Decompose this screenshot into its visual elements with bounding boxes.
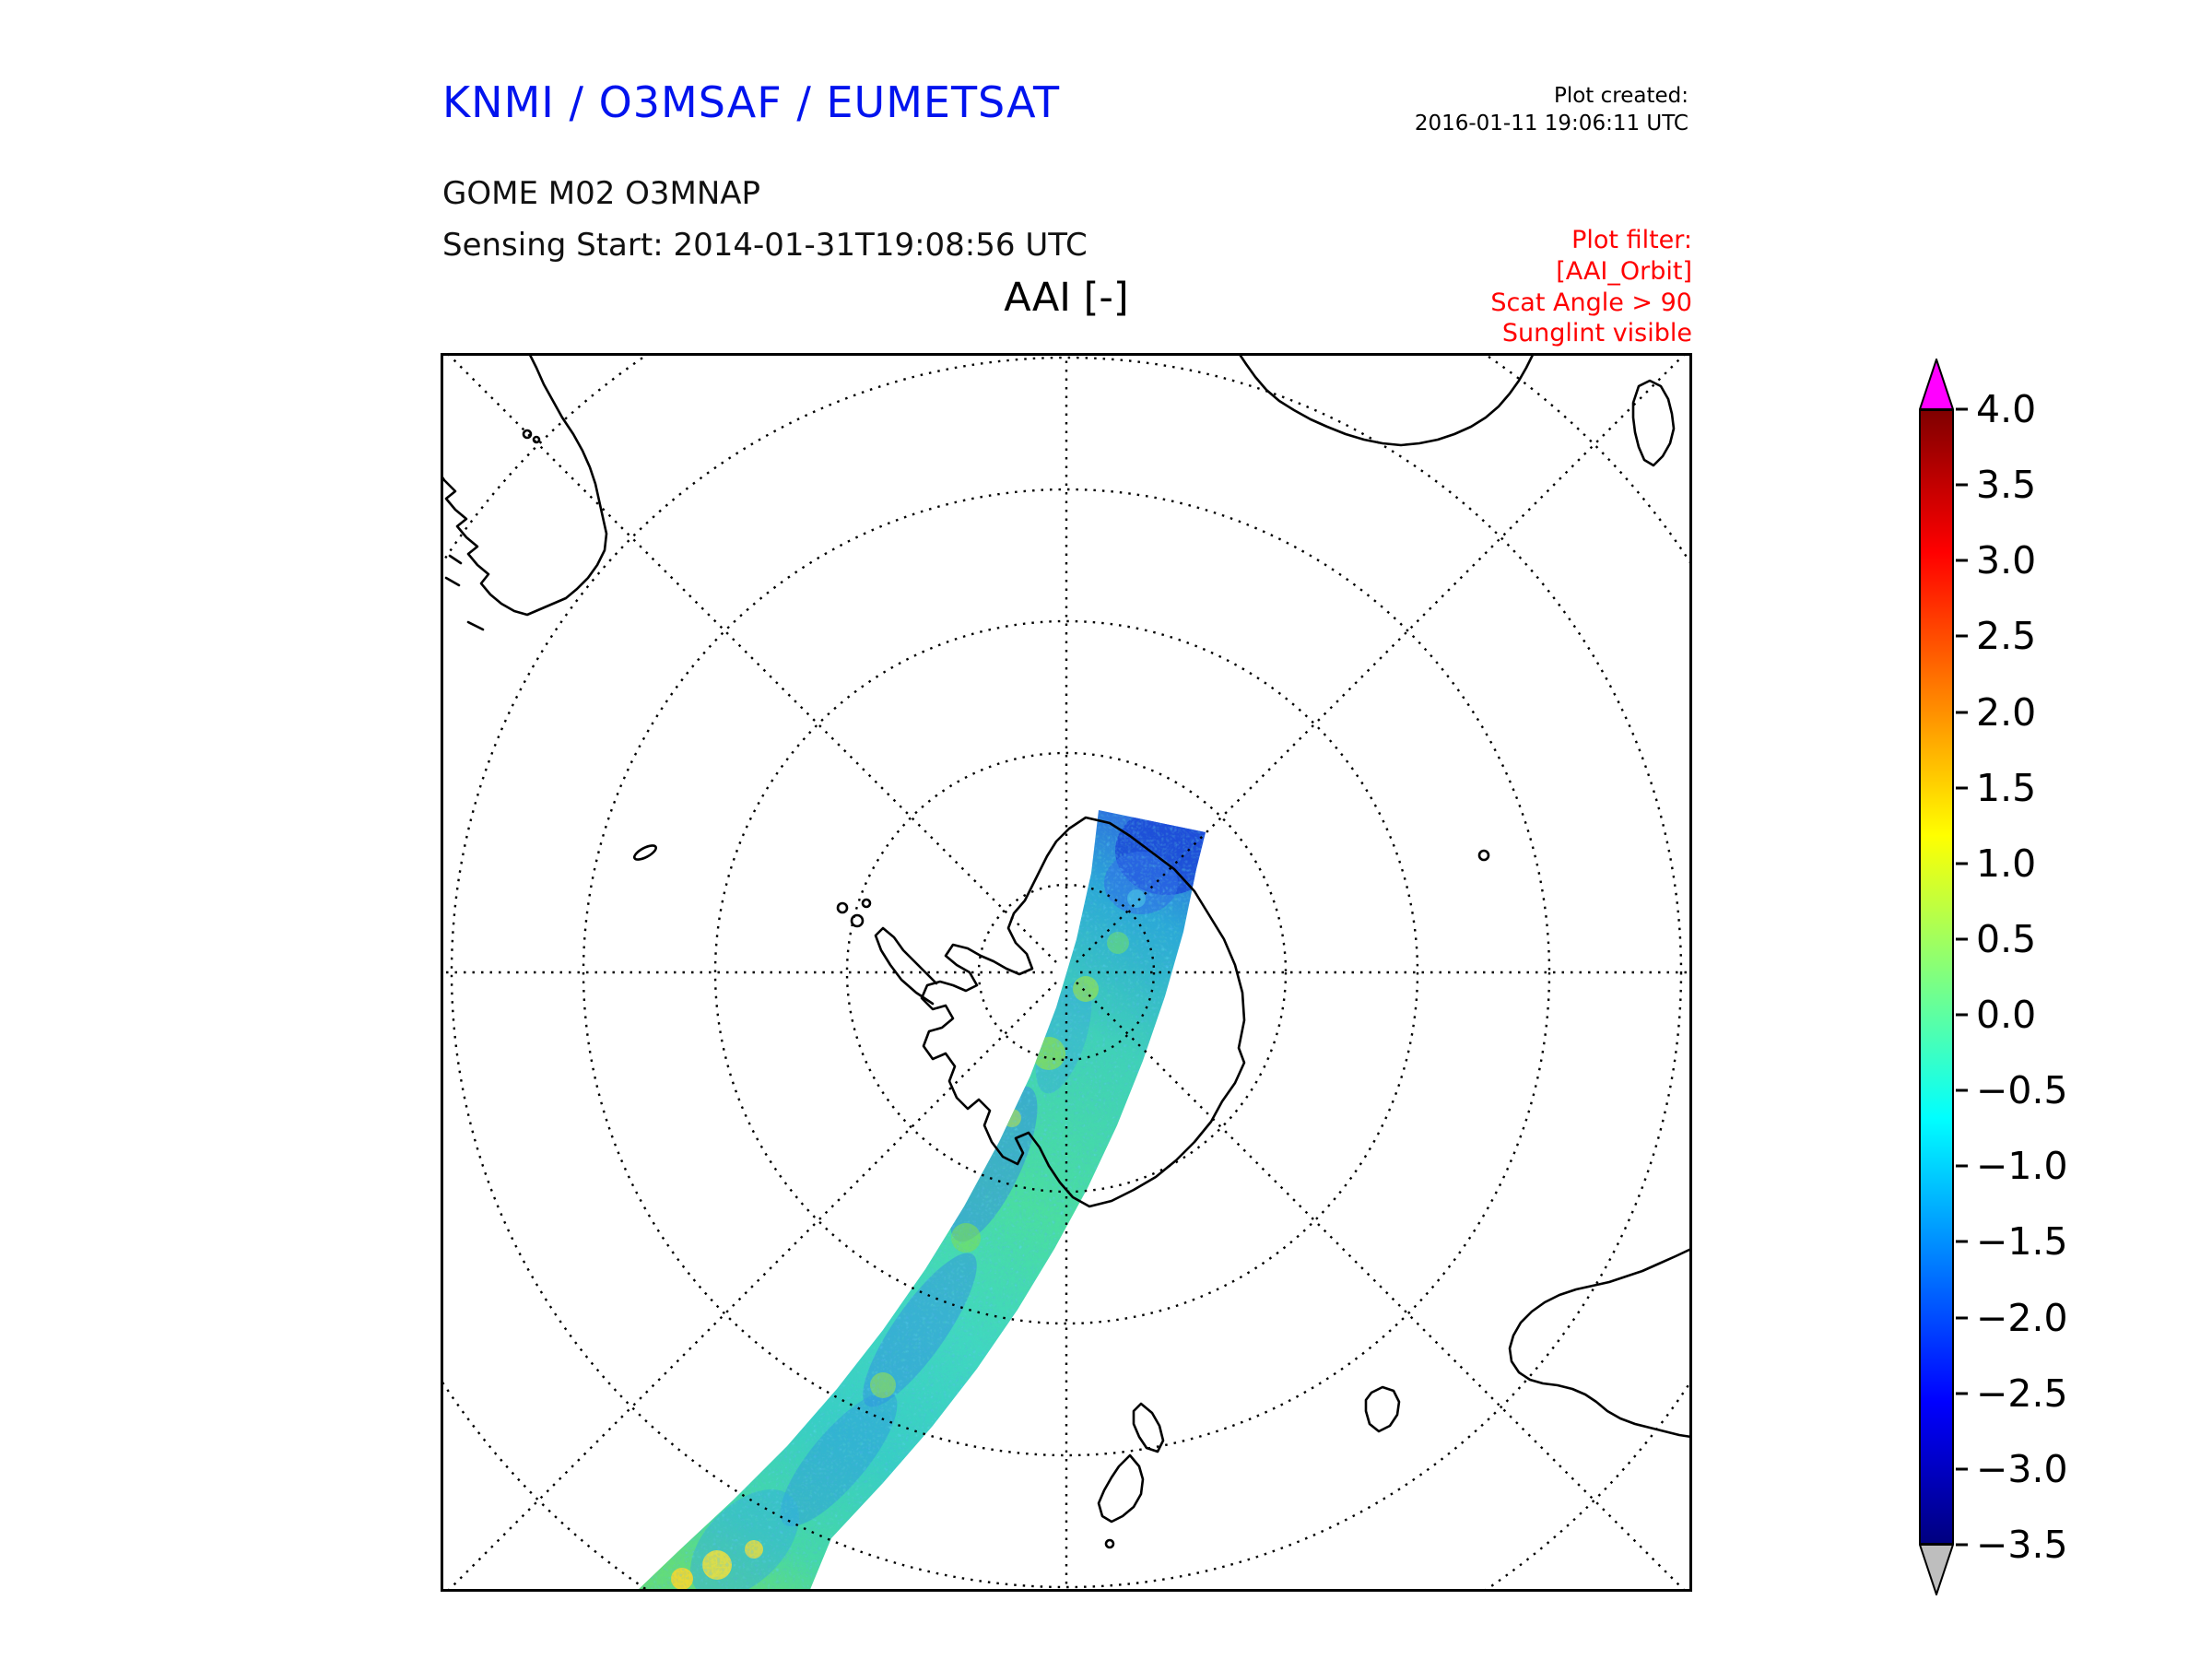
colorbar-tick-mark [1956,1240,1968,1243]
colorbar-tick-label: 2.0 [1976,689,2037,735]
colorbar-tick-mark [1956,1392,1968,1395]
colorbar-tick-label: 0.0 [1976,993,2037,1038]
new-zealand-south-island [1097,1453,1145,1524]
antarctic-peninsula-coastline [874,926,938,1006]
colorbar-tick-label: 3.5 [1976,463,2037,508]
colorbar-tick-mark [1956,407,1968,411]
colorbar-tick-label: 0.5 [1976,916,2037,961]
island [632,844,658,861]
latitude-circle [441,353,1692,1592]
colorbar-tick-label: −1.0 [1976,1144,2068,1189]
plot-created-label: Plot created: [1553,84,1688,108]
colorbar-tick-mark [1956,483,1968,487]
colorbar-tick-mark [1956,1467,1968,1471]
colorbar-tick-mark [1956,559,1968,562]
colorbar-over-arrow [1919,359,1954,410]
colorbar-tick-mark [1956,1164,1968,1168]
colorbar-tick-mark [1956,862,1968,865]
plot-filter-line: [AAI_Orbit] [1556,256,1692,286]
colorbar-tick-mark [1956,1088,1968,1092]
plot-filter-line: Plot filter: [1571,226,1692,254]
product-line: GOME M02 O3MNAP [442,175,761,212]
colorbar-tick-label: 3.0 [1976,538,2037,583]
colorbar-tick-label: 2.5 [1976,614,2037,659]
colorbar-tick-label: −1.5 [1976,1219,2068,1265]
map-svg [441,353,1692,1592]
colorbar: 4.0 3.5 3.0 2.5 2.0 1.5 1.0 0.5 0.0 −0.5 −1.0 −1.5 −… [1919,358,2212,1611]
colorbar-under-arrow [1919,1544,1954,1595]
coastlines [441,353,1692,1549]
plot-filter-block: Plot filter: [AAI_Orbit] Scat Angle > 90… [1272,225,1692,349]
south-america-coastline [441,353,608,617]
colorbar-tick-mark [1956,786,1968,790]
plot-created-block: Plot created: 2016-01-11 19:06:11 UTC [1272,83,1688,138]
sensing-start-line: Sensing Start: 2014-01-31T19:08:56 UTC [442,227,1088,264]
fjord-islands [444,554,485,631]
page-title: KNMI / O3MSAF / EUMETSAT [442,77,1061,127]
colorbar-tick-label: −2.5 [1976,1371,2068,1416]
colorbar-tick-mark [1956,711,1968,714]
map-frame [441,353,1692,1592]
meridian-line [445,353,1057,963]
colorbar-tick-label: −3.5 [1976,1523,2068,1567]
antarctica-coastline [920,816,1246,1208]
colorbar-tick-label: 4.0 [1976,387,2037,431]
colorbar-tick-mark [1956,1543,1968,1547]
island [1477,849,1490,862]
map-plot [441,353,1692,1592]
madagascar-coastline [1631,379,1676,467]
colorbar-tick-mark [1956,1316,1968,1320]
latitude-circle [977,883,1156,1062]
latitude-circle [582,488,1551,1457]
plot-filter-line: Scat Angle > 90 [1490,288,1692,317]
colorbar-tick-mark [1956,937,1968,941]
colorbar-gradient [1919,409,1954,1545]
island [861,898,872,909]
australia-coastline [1508,1247,1692,1439]
plot-title: AAI [-] [1004,275,1129,321]
colorbar-tick-label: −2.0 [1976,1295,2068,1340]
new-zealand-north-island [1132,1402,1165,1453]
latitude-circle [450,356,1683,1589]
island [850,913,865,928]
island [836,901,849,914]
africa-coastline [1237,353,1535,447]
island [532,435,541,444]
colorbar-tick-label: 1.0 [1976,841,2037,886]
island [1104,1538,1115,1549]
plot-created-value: 2016-01-11 19:06:11 UTC [1414,111,1688,135]
colorbar-tick-mark [1956,634,1968,638]
graticule [441,353,1692,1592]
latitude-circle [441,353,1692,1592]
colorbar-tick-label: 1.5 [1976,765,2037,810]
latitude-circle [845,751,1288,1194]
colorbar-tick-mark [1956,1013,1968,1017]
latitude-circle [713,619,1419,1325]
plot-filter-line: Sunglint visible [1501,319,1692,348]
island [522,429,533,440]
colorbar-tick-label: −0.5 [1976,1068,2068,1113]
meridian-line [1076,982,1688,1592]
colorbar-tick-label: −3.0 [1976,1446,2068,1491]
tasmania-coastline [1364,1385,1401,1433]
